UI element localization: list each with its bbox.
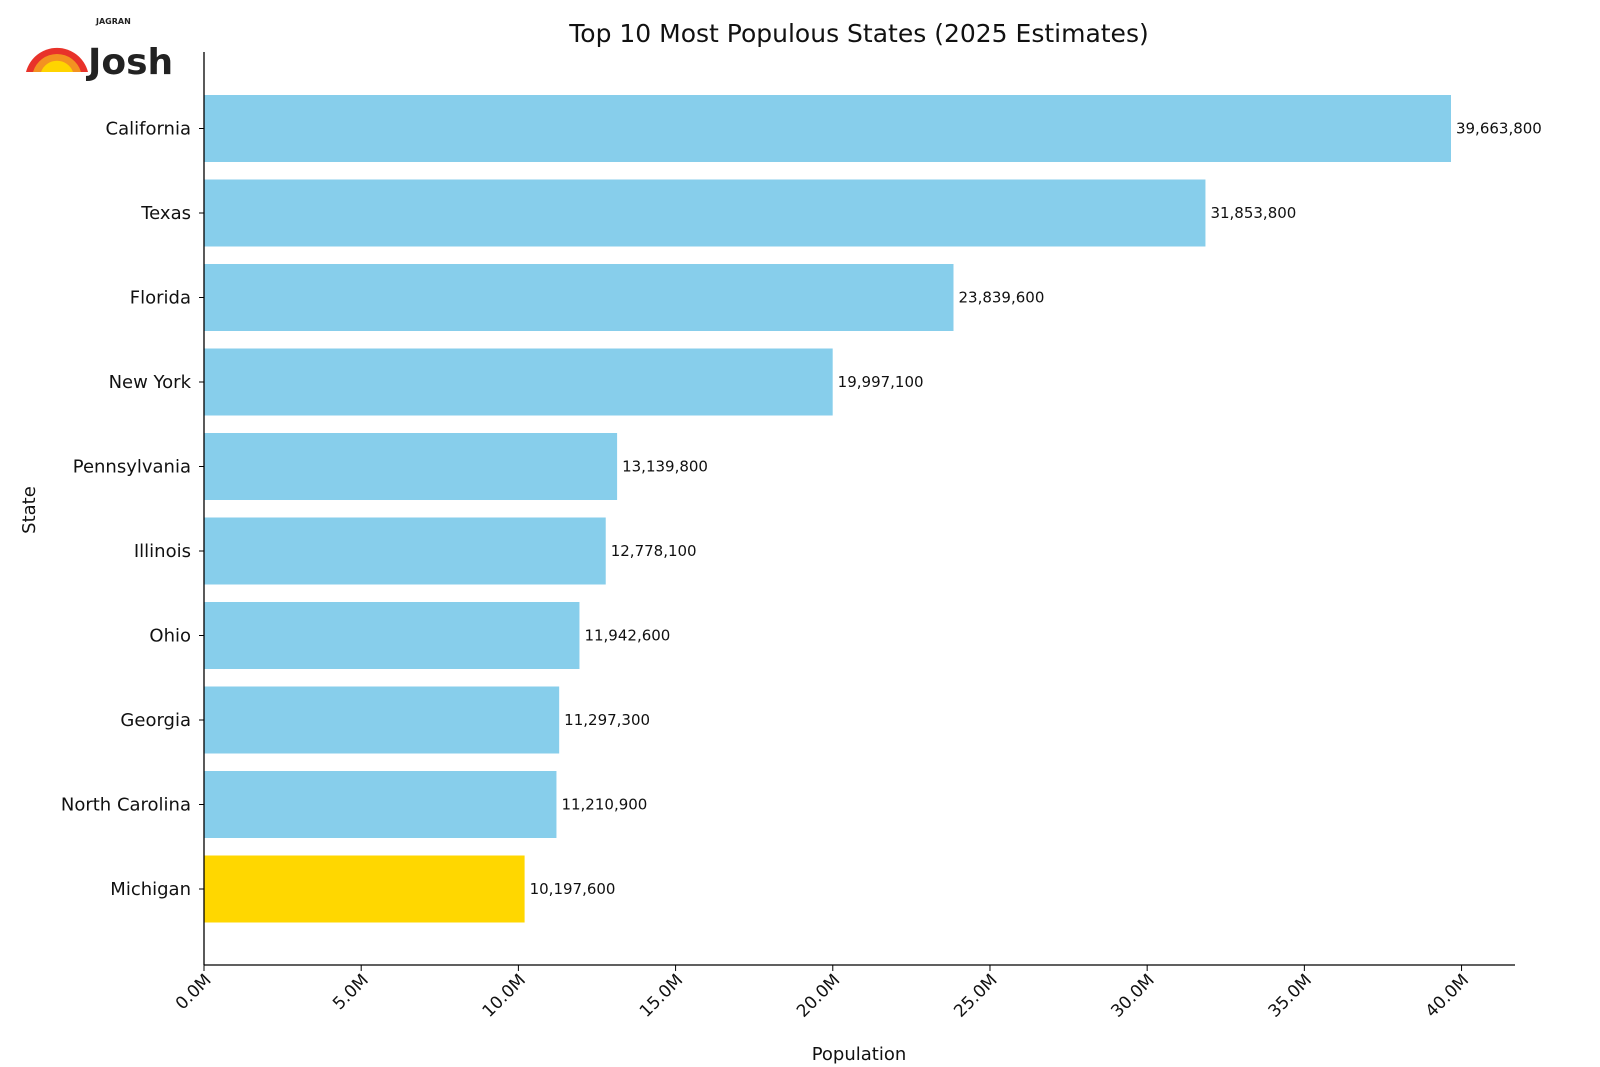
y-tick-label: Pennsylvania [73,457,191,478]
x-axis-label: Population [812,1044,907,1065]
x-tick-label: 25.0M [950,970,1001,1021]
x-tick-label: 30.0M [1107,970,1158,1021]
bar-florida [204,264,954,331]
data-label: 19,997,100 [838,373,924,391]
data-label: 11,942,600 [584,627,670,645]
svg-text:Josh: Josh [85,42,173,82]
y-tick-label: Florida [130,288,191,309]
bar-north-carolina [204,771,557,838]
y-tick-label: Ohio [149,626,191,647]
bar-california [204,95,1451,162]
jagran-josh-logo: JAGRAN Josh [24,16,194,83]
bar-ohio [204,602,580,669]
bar-georgia [204,686,560,754]
x-tick-label: 10.0M [479,970,530,1021]
data-label: 39,663,800 [1456,120,1542,138]
bar-new-york [204,348,833,416]
data-label: 11,210,900 [561,796,647,814]
data-label: 23,839,600 [958,289,1044,307]
bar-michigan [204,855,525,923]
y-tick-label: California [106,119,191,140]
data-label: 11,297,300 [564,711,650,729]
y-axis-label: State [19,486,40,534]
y-tick-label: New York [109,372,192,393]
x-tick-label: 20.0M [793,970,844,1021]
x-tick-label: 40.0M [1422,970,1473,1021]
bar-texas [204,179,1206,247]
x-tick-label: 35.0M [1265,970,1316,1021]
data-label: 10,197,600 [530,880,616,898]
svg-text:JAGRAN: JAGRAN [95,17,131,26]
data-label: 31,853,800 [1210,204,1296,222]
y-tick-label: Texas [140,203,191,224]
y-tick-label: Michigan [110,879,191,900]
y-tick-label: North Carolina [61,795,191,816]
data-label: 13,139,800 [622,458,708,476]
bar-illinois [204,517,606,585]
x-tick-label: 5.0M [329,970,373,1014]
bar-pennsylvania [204,433,618,500]
y-tick-label: Georgia [120,710,191,731]
chart-title: Top 10 Most Populous States (2025 Estima… [568,19,1148,48]
x-tick-label: 0.0M [172,970,216,1014]
data-label: 12,778,100 [611,542,697,560]
y-tick-label: Illinois [134,541,191,562]
x-tick-label: 15.0M [636,970,687,1021]
